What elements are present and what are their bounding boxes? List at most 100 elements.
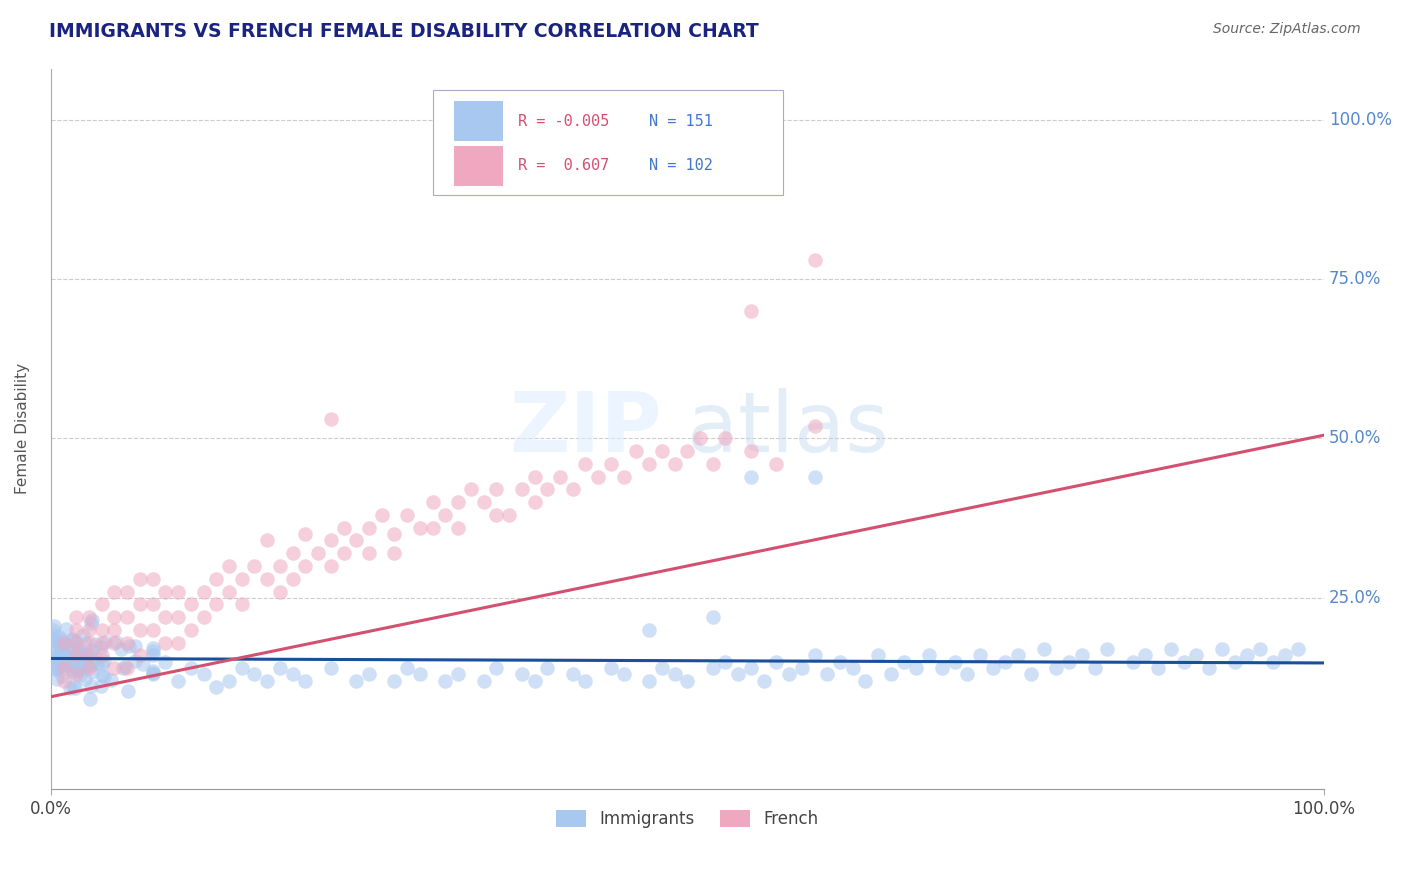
Point	[46, 673, 69, 687]
Point	[105, 635, 128, 649]
Point	[69, 662, 91, 676]
Point	[1135, 648, 1157, 663]
Point	[1286, 641, 1309, 656]
Point	[969, 648, 991, 663]
Text: IMMIGRANTS VS FRENCH FEMALE DISABILITY CORRELATION CHART: IMMIGRANTS VS FRENCH FEMALE DISABILITY C…	[49, 22, 759, 41]
Point	[371, 508, 394, 522]
Point	[66, 643, 89, 657]
Point	[49, 644, 72, 658]
Point	[58, 649, 80, 664]
Point	[103, 610, 125, 624]
Point	[49, 640, 72, 654]
Point	[574, 673, 596, 688]
Point	[142, 572, 165, 586]
Point	[53, 656, 76, 670]
Point	[319, 661, 342, 675]
Point	[142, 667, 165, 681]
Point	[434, 508, 457, 522]
Point	[59, 681, 82, 695]
Point	[344, 533, 367, 548]
Point	[124, 639, 146, 653]
Text: atlas: atlas	[688, 388, 889, 469]
Point	[294, 527, 316, 541]
Point	[73, 636, 96, 650]
Point	[651, 661, 673, 675]
Point	[66, 642, 89, 657]
Point	[66, 663, 89, 677]
Point	[129, 572, 152, 586]
Point	[52, 637, 75, 651]
FancyBboxPatch shape	[454, 102, 503, 141]
Point	[110, 642, 132, 657]
Point	[994, 655, 1017, 669]
Point	[80, 680, 103, 694]
Point	[77, 661, 100, 675]
Point	[740, 469, 762, 483]
Point	[90, 680, 112, 694]
Point	[62, 680, 84, 694]
Point	[485, 508, 508, 522]
Point	[1070, 648, 1092, 663]
Point	[65, 635, 87, 649]
Point	[396, 508, 419, 522]
Point	[80, 615, 103, 630]
Point	[702, 457, 724, 471]
Point	[1236, 648, 1258, 663]
Point	[155, 584, 177, 599]
Point	[103, 584, 125, 599]
Point	[82, 643, 104, 657]
Point	[714, 432, 737, 446]
Text: 100.0%: 100.0%	[1329, 111, 1392, 128]
Point	[167, 610, 190, 624]
Point	[319, 412, 342, 426]
Point	[460, 483, 482, 497]
Point	[523, 469, 546, 483]
Point	[42, 633, 65, 648]
Text: 75.0%: 75.0%	[1329, 270, 1381, 288]
Point	[714, 655, 737, 669]
Point	[42, 652, 65, 666]
Point	[48, 648, 70, 662]
Point	[536, 661, 558, 675]
Point	[740, 304, 762, 318]
Point	[180, 623, 202, 637]
Point	[918, 648, 941, 663]
Point	[115, 584, 138, 599]
Point	[193, 667, 215, 681]
Point	[1045, 661, 1067, 675]
Point	[803, 469, 825, 483]
Point	[63, 634, 86, 648]
Point	[205, 597, 228, 611]
Point	[46, 633, 69, 648]
Point	[155, 635, 177, 649]
Point	[651, 444, 673, 458]
Point	[1249, 641, 1271, 656]
Point	[231, 597, 253, 611]
Point	[828, 655, 851, 669]
Point	[65, 610, 87, 624]
Y-axis label: Female Disability: Female Disability	[15, 363, 30, 494]
Point	[981, 661, 1004, 675]
Point	[77, 623, 100, 637]
Point	[93, 670, 115, 684]
Point	[111, 661, 134, 675]
Point	[1057, 655, 1080, 669]
Point	[142, 665, 165, 679]
Point	[855, 673, 877, 688]
Point	[218, 584, 240, 599]
Point	[256, 673, 278, 688]
Point	[42, 624, 65, 638]
Point	[1185, 648, 1208, 663]
Point	[83, 650, 105, 665]
Point	[384, 673, 406, 688]
Point	[100, 673, 122, 688]
Point	[60, 632, 83, 646]
Point	[142, 640, 165, 655]
Point	[626, 444, 648, 458]
Point	[69, 668, 91, 682]
Point	[77, 610, 100, 624]
Point	[46, 660, 69, 674]
Point	[561, 483, 583, 497]
Point	[62, 665, 84, 679]
Text: R = -0.005: R = -0.005	[517, 113, 609, 128]
